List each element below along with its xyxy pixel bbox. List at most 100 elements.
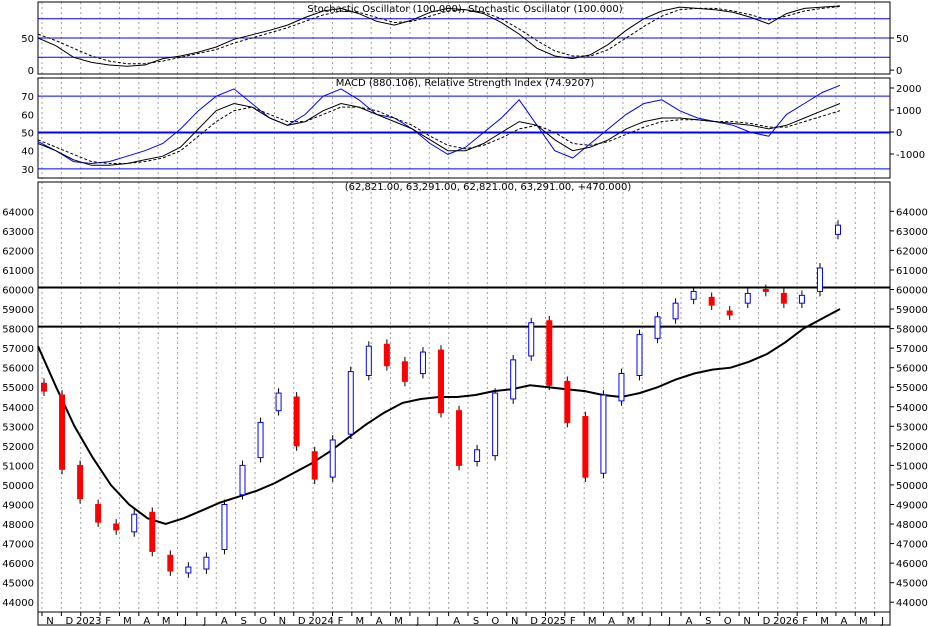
price-support-lines [38, 286, 890, 328]
macd-signal-line [37, 106, 841, 164]
candle-body [293, 396, 300, 447]
y-tick-label: 0 [896, 128, 902, 139]
x-axis-label: 2026 [773, 616, 798, 626]
y-tick-label: 0 [896, 66, 902, 77]
x-axis-label: D [298, 616, 306, 626]
candle-body [726, 310, 733, 316]
candle-body [203, 556, 210, 570]
price-candles [41, 220, 841, 578]
y-tick-label: 44000 [2, 598, 34, 609]
x-axis-label: S [240, 616, 246, 626]
y-tick-label: 51000 [2, 461, 34, 472]
candle-body [419, 351, 426, 375]
price-header: (62,821.00, 63,291.00, 62,821.00, 63,291… [345, 182, 632, 193]
y-tick-label: 30 [21, 165, 34, 176]
y-tick-label: 49000 [2, 501, 34, 512]
x-axis-labels: N D 2023 F M A M J J A S O N D 2024 F M A M J J A S O N D 2025 F M A M… [41, 612, 884, 626]
stochastic-title: Stochastic Oscillator (100.000), Stochas… [307, 4, 622, 15]
y-tick-label: 57000 [896, 344, 928, 355]
y-tick-label: 50 [896, 34, 909, 45]
y-tick-label: 50000 [2, 481, 34, 492]
candle-body [528, 322, 535, 357]
x-axis-label: D [763, 616, 771, 626]
x-axis-label: F [802, 616, 808, 626]
candle-body [77, 464, 84, 500]
candle-body [167, 554, 174, 572]
x-axis-label: M [588, 616, 597, 626]
x-axis-label: J [415, 616, 419, 626]
y-tick-label: 58000 [896, 325, 928, 336]
y-tick-label: 60 [21, 110, 34, 121]
y-tick-label: 40 [21, 147, 34, 158]
x-axis-label: A [221, 616, 228, 626]
y-tick-label: 58000 [2, 325, 34, 336]
rsi-levels [38, 95, 890, 170]
candle-body [798, 294, 805, 304]
x-axis-label: S [473, 616, 479, 626]
vertical-gridlines [41, 2, 876, 612]
y-tick-label: 57000 [2, 344, 34, 355]
y-tick-label: 44000 [896, 598, 928, 609]
candle-body [41, 382, 47, 392]
x-axis-label: A [453, 616, 460, 626]
macd-title: MACD (880.106), Relative Strength Index … [336, 78, 595, 89]
y-tick-label: 50000 [896, 481, 928, 492]
stochastic-levels [38, 18, 890, 58]
x-axis-label: O [724, 616, 732, 626]
stochastic-left-axis: 50 0 [21, 34, 34, 77]
y-tick-label: 64000 [2, 207, 34, 218]
candle-body [257, 421, 264, 459]
y-tick-label: 52000 [2, 442, 34, 453]
y-tick-label: 45000 [896, 579, 928, 590]
candle-body [149, 511, 156, 552]
x-axis-label: J [202, 616, 206, 626]
candle-body [329, 439, 336, 478]
price-left-axis: 64000 63000 62000 61000 60000 59000 58000 57000… [2, 207, 34, 609]
candle-body [762, 289, 769, 292]
y-tick-label: 60000 [2, 286, 34, 297]
x-axis-label: O [491, 616, 499, 626]
candle-body [835, 224, 841, 235]
y-tick-label: 63000 [896, 227, 928, 238]
y-tick-label: 50 [21, 34, 34, 45]
y-tick-label: 46000 [896, 559, 928, 570]
candle-body [401, 361, 408, 382]
x-axis-label: M [123, 616, 132, 626]
x-axis-label: A [608, 616, 615, 626]
x-axis-label: M [820, 616, 829, 626]
candle-body [492, 392, 499, 457]
candle-body [816, 267, 823, 292]
x-axis-label: 2023 [76, 616, 101, 626]
x-axis-label: A [686, 616, 693, 626]
x-axis-label: M [859, 616, 868, 626]
x-axis-label: A [840, 616, 847, 626]
y-tick-label: 0 [28, 66, 34, 77]
macd-rsi-panel [37, 77, 891, 179]
y-tick-label: 64000 [896, 207, 928, 218]
x-axis-label: D [530, 616, 538, 626]
y-tick-label: 55000 [896, 383, 928, 394]
candle-body [654, 316, 661, 339]
candle-body [546, 320, 553, 386]
x-axis-label: A [143, 616, 150, 626]
candle-body [59, 394, 66, 470]
candle-body [744, 292, 751, 304]
macd-right-axis: 2000 1000 0 -1000 [890, 84, 925, 161]
y-tick-label: 55000 [2, 383, 34, 394]
y-tick-label: 48000 [2, 520, 34, 531]
x-axis-label: J [648, 616, 652, 626]
y-tick-label: 56000 [2, 364, 34, 375]
candle-body [474, 449, 481, 463]
candle-body [221, 504, 228, 550]
x-axis-label: F [338, 616, 344, 626]
x-axis-label: M [355, 616, 364, 626]
rsi-left-axis: 70 60 50 40 30 [21, 92, 34, 176]
candle-body [347, 371, 354, 435]
y-tick-label: 46000 [2, 559, 34, 570]
y-tick-label: 70 [21, 92, 34, 103]
y-tick-label: 62000 [2, 246, 34, 257]
y-tick-label: 56000 [896, 364, 928, 375]
y-tick-label: 54000 [896, 403, 928, 414]
x-axis-label: J [667, 616, 671, 626]
